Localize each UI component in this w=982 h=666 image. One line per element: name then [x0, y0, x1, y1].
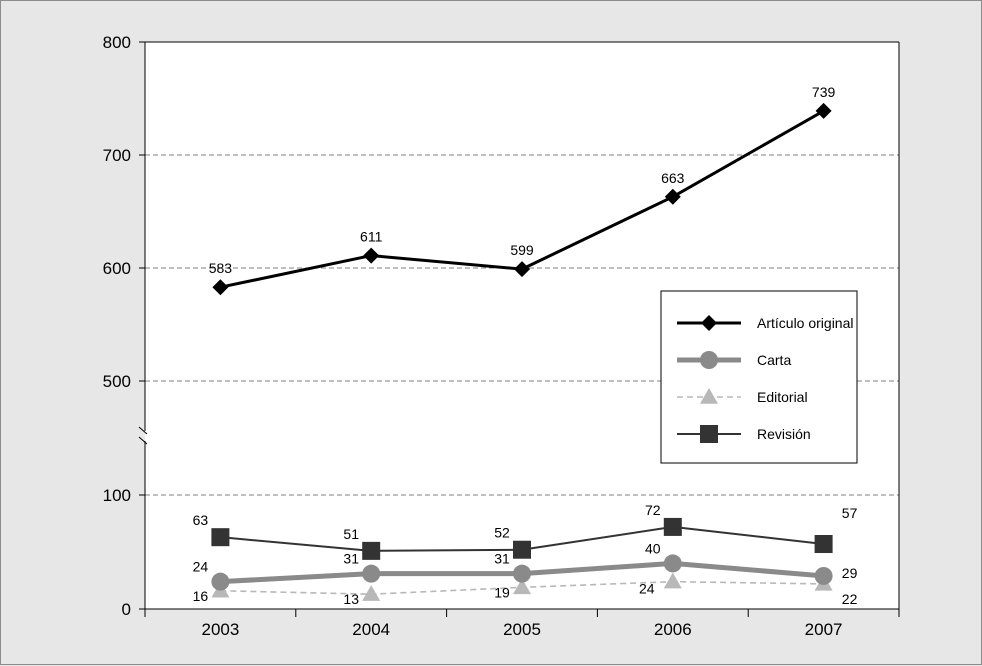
- data-label-articulo-original: 663: [661, 170, 685, 186]
- data-label-editorial: 24: [639, 581, 655, 597]
- y-tick-label: 600: [103, 259, 131, 278]
- data-point-revision: [814, 535, 833, 554]
- x-tick-label: 2004: [352, 620, 390, 639]
- y-tick-label: 100: [103, 486, 131, 505]
- x-tick-label: 2007: [805, 620, 843, 639]
- legend-marker-articulo-original: [701, 315, 717, 331]
- data-point-carta: [362, 564, 381, 583]
- data-point-revision: [211, 528, 230, 547]
- series-layer: [211, 102, 833, 601]
- data-point-articulo-original: [363, 247, 380, 264]
- data-label-carta: 31: [494, 551, 510, 567]
- data-labels: 583 611 599 663 739 63 51 52 72 57 24 31 31 40 29 16 13 1…: [193, 84, 858, 607]
- data-label-articulo-original: 739: [812, 84, 836, 100]
- legend-label-carta: Carta: [757, 352, 791, 368]
- data-label-revision: 57: [842, 505, 858, 521]
- y-tick-label: 500: [103, 372, 131, 391]
- data-label-carta: 40: [645, 540, 661, 556]
- data-point-revision: [663, 517, 682, 536]
- legend-marker-carta: [700, 351, 718, 369]
- legend-marker-revision: [700, 425, 718, 443]
- data-label-carta: 24: [193, 559, 209, 575]
- data-label-editorial: 16: [193, 588, 209, 604]
- data-label-revision: 63: [193, 512, 209, 528]
- legend: Artículo original Carta Editorial Revisión: [660, 290, 858, 464]
- data-point-carta: [663, 554, 682, 573]
- data-point-revision: [362, 541, 381, 560]
- data-label-carta: 31: [343, 551, 359, 567]
- data-label-editorial: 19: [494, 584, 510, 600]
- data-label-revision: 51: [343, 526, 359, 542]
- legend-label-revision: Revisión: [757, 426, 811, 442]
- data-label-revision: 72: [645, 502, 661, 518]
- legend-marker-editorial: [700, 388, 718, 404]
- axis-break-mark: [138, 436, 148, 445]
- data-point-articulo-original: [815, 102, 832, 119]
- data-label-revision: 52: [494, 525, 510, 541]
- y-tick-label: 0: [122, 600, 131, 619]
- data-point-carta: [211, 572, 230, 591]
- axes: 0 100 500 600 700 800 2003 2004 2005 2006 2007: [103, 33, 900, 639]
- data-label-carta: 29: [842, 565, 858, 581]
- data-label-articulo-original: 611: [360, 229, 383, 245]
- y-tick-label: 700: [103, 146, 131, 165]
- data-point-editorial: [513, 578, 531, 595]
- data-point-carta: [814, 566, 833, 585]
- data-label-articulo-original: 599: [510, 242, 534, 258]
- data-point-articulo-original: [212, 279, 229, 296]
- legend-label-editorial: Editorial: [757, 389, 808, 405]
- data-label-articulo-original: 583: [209, 260, 233, 276]
- data-point-editorial: [663, 572, 682, 589]
- x-tick-label: 2003: [201, 620, 239, 639]
- data-point-carta: [513, 564, 531, 583]
- data-point-articulo-original: [664, 188, 681, 205]
- x-tick-label: 2006: [654, 620, 692, 639]
- x-tick-label: 2005: [503, 620, 541, 639]
- data-point-articulo-original: [514, 261, 530, 278]
- legend-label-articulo-original: Artículo original: [757, 315, 854, 331]
- data-label-editorial: 22: [842, 591, 858, 607]
- data-point-revision: [513, 540, 531, 559]
- data-label-editorial: 13: [343, 591, 359, 607]
- axis-break-mark: [138, 426, 148, 435]
- data-point-editorial: [362, 585, 381, 601]
- y-tick-label: 800: [103, 33, 131, 52]
